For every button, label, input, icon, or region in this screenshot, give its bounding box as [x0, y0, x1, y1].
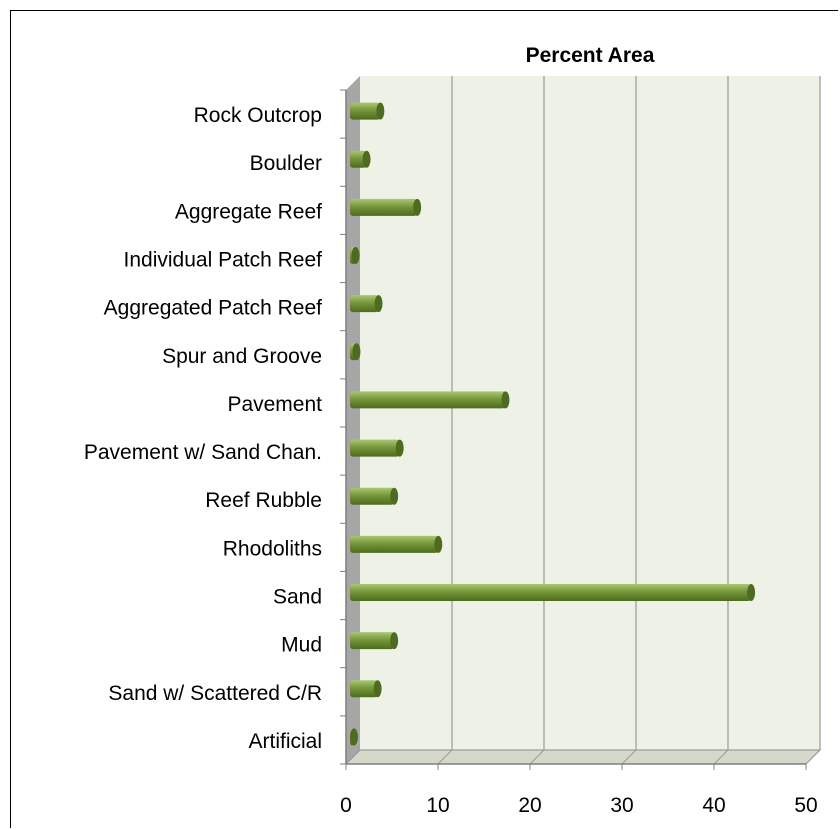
bar — [350, 632, 399, 650]
floor-gridline — [345, 749, 361, 765]
bar — [350, 198, 422, 216]
category-label: Reef Rubble — [205, 489, 322, 512]
category-label: Rock Outcrop — [194, 104, 322, 127]
category-label: Rhodoliths — [223, 537, 322, 560]
x-tick-label: 40 — [702, 794, 725, 817]
chart-title: Percent Area — [526, 44, 655, 67]
floor-gridline — [621, 749, 637, 765]
x-tick-label: 30 — [610, 794, 633, 817]
floor-gridline — [805, 749, 821, 765]
x-tick-label: 50 — [794, 794, 817, 817]
floor-gridline — [529, 749, 545, 765]
bar — [350, 728, 358, 746]
bar — [350, 150, 371, 168]
bar — [350, 391, 510, 409]
bar — [350, 343, 361, 361]
bar — [350, 584, 756, 601]
category-label: Aggregate Reef — [175, 200, 322, 223]
category-label: Boulder — [250, 152, 322, 175]
category-label: Sand — [273, 586, 322, 609]
bar — [350, 487, 399, 505]
bar — [350, 535, 443, 553]
category-label: Sand w/ Scattered C/R — [108, 682, 322, 705]
bar — [350, 680, 382, 698]
plot-side-wall — [346, 76, 360, 764]
category-label: Mud — [281, 634, 322, 657]
chart-frame — [10, 10, 838, 828]
bar — [350, 247, 360, 264]
category-label: Artificial — [248, 730, 322, 753]
bar — [350, 102, 385, 120]
x-tick-label: 0 — [340, 794, 352, 817]
x-tick-label: 10 — [426, 794, 449, 817]
category-label: Aggregated Patch Reef — [104, 297, 322, 320]
category-label: Spur and Groove — [162, 345, 322, 368]
plot-back-wall — [360, 76, 820, 750]
floor-gridline — [713, 749, 729, 765]
category-label: Pavement w/ Sand Chan. — [84, 441, 322, 464]
plot-floor — [344, 749, 822, 765]
x-tick-label: 20 — [518, 794, 541, 817]
bar — [350, 295, 383, 313]
category-label: Pavement — [227, 393, 322, 416]
floor-gridline — [437, 749, 453, 765]
bar — [350, 439, 404, 457]
category-label: Individual Patch Reef — [124, 249, 323, 272]
